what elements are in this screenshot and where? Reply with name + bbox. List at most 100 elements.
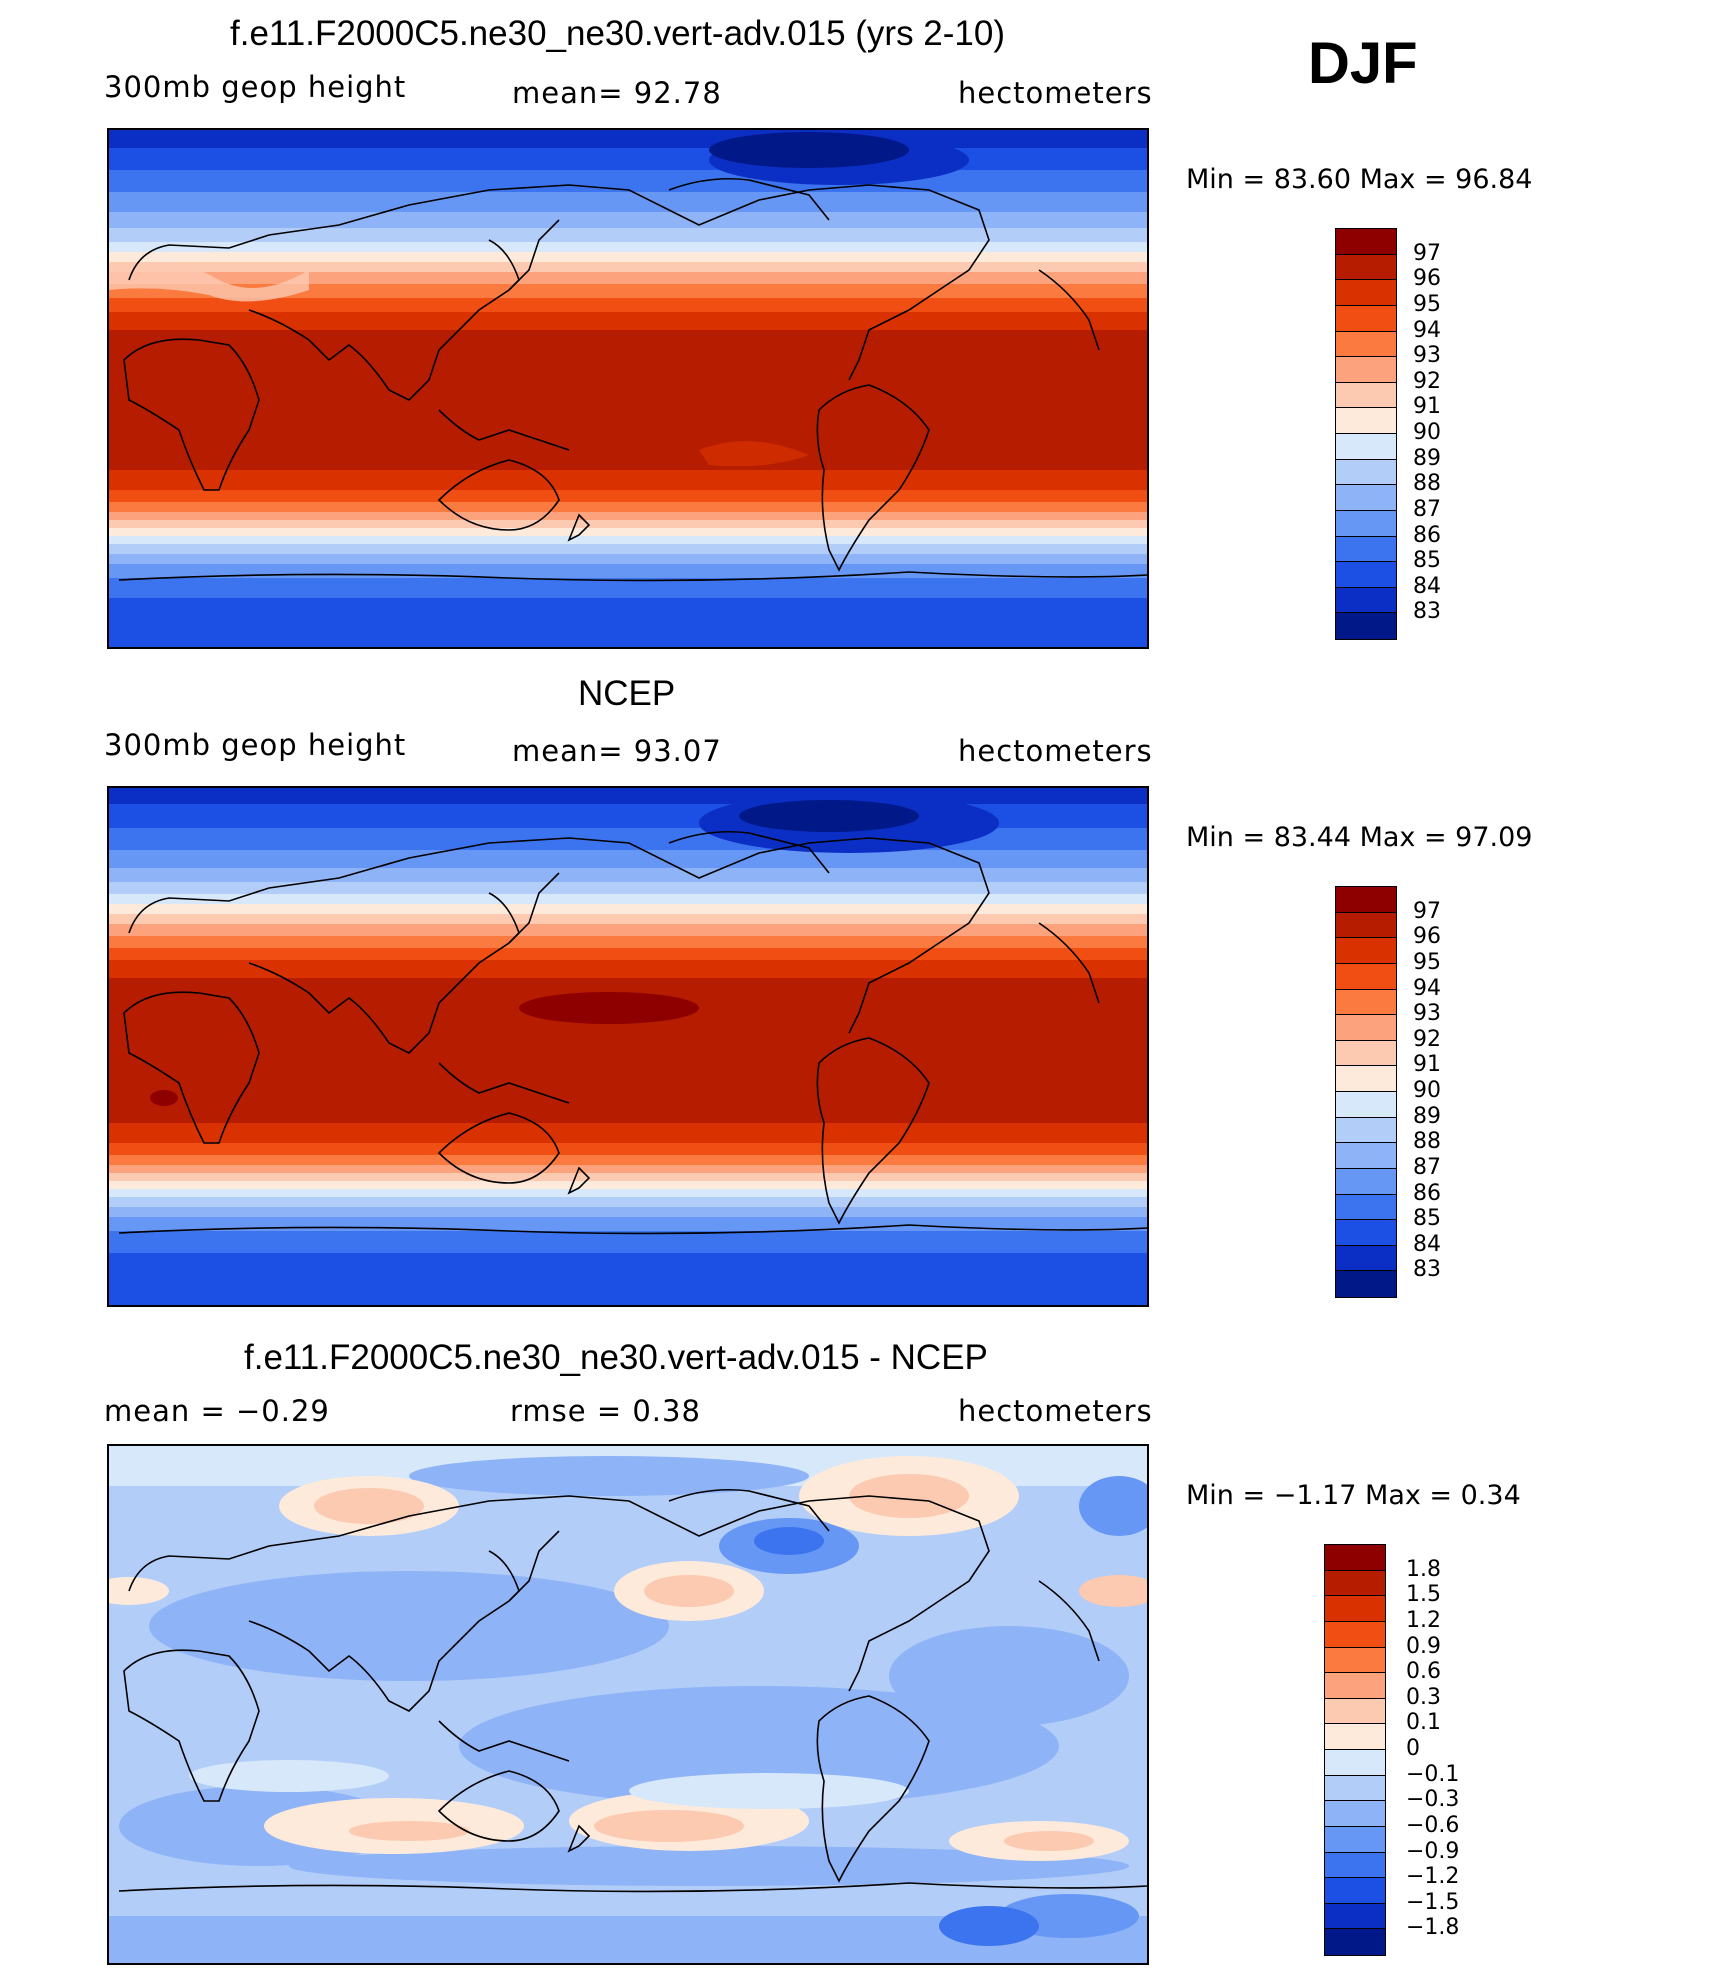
colorbar-swatch xyxy=(1325,1596,1385,1622)
ncep-colorbar xyxy=(1335,886,1397,1298)
colorbar-swatch xyxy=(1325,1852,1385,1879)
colorbar-tick-label: 87 xyxy=(1413,496,1441,522)
colorbar-tick-label: 86 xyxy=(1413,1180,1441,1206)
colorbar-swatch xyxy=(1325,1903,1385,1930)
colorbar-swatch xyxy=(1336,1271,1396,1297)
difference-colorbar-ticks: 1.8 1.5 1.2 0.9 0.6 0.3 0.1 0 −0.1 −0.3 −0.6 −0.9 −1… xyxy=(1406,1544,1496,1956)
colorbar-tick-label: −1.8 xyxy=(1406,1915,1460,1941)
colorbar-tick-label: 95 xyxy=(1413,949,1441,975)
colorbar-tick-label: 93 xyxy=(1413,343,1441,369)
difference-min-max: Min = −1.17 Max = 0.34 xyxy=(1186,1480,1521,1511)
colorbar-swatch xyxy=(1336,536,1396,563)
colorbar-swatch xyxy=(1336,434,1396,460)
colorbar-tick-label: 0.9 xyxy=(1406,1633,1441,1659)
colorbar-swatch xyxy=(1325,1698,1385,1725)
colorbar-tick-label: 91 xyxy=(1413,394,1441,420)
colorbar-swatch xyxy=(1336,1015,1396,1041)
model-colorbar xyxy=(1335,228,1397,640)
colorbar-tick-label: 91 xyxy=(1413,1052,1441,1078)
colorbar-tick-label: −1.5 xyxy=(1406,1889,1460,1915)
colorbar-swatch xyxy=(1336,331,1396,358)
colorbar-swatch xyxy=(1325,1929,1385,1955)
difference-units-label: hectometers xyxy=(958,1394,1153,1428)
colorbar-swatch xyxy=(1336,613,1396,639)
colorbar-swatch xyxy=(1336,1245,1396,1272)
colorbar-swatch xyxy=(1336,912,1396,939)
colorbar-swatch xyxy=(1336,510,1396,537)
difference-mean-label: mean = −0.29 xyxy=(104,1394,330,1428)
colorbar-swatch xyxy=(1325,1826,1385,1853)
colorbar-tick-label: 93 xyxy=(1413,1001,1441,1027)
colorbar-swatch xyxy=(1336,1220,1396,1246)
ncep-map-plot xyxy=(109,788,1147,1305)
season-label: DJF xyxy=(1308,31,1418,96)
colorbar-swatch xyxy=(1336,1092,1396,1118)
colorbar-swatch xyxy=(1336,459,1396,486)
ncep-min-max: Min = 83.44 Max = 97.09 xyxy=(1186,822,1533,853)
colorbar-tick-label: −0.6 xyxy=(1406,1812,1460,1838)
colorbar-tick-label: 1.8 xyxy=(1406,1556,1441,1582)
difference-panel-title: f.e11.F2000C5.ne30_ne30.vert-adv.015 - N… xyxy=(244,1338,988,1377)
ncep-mean-label: mean= 93.07 xyxy=(512,734,722,768)
colorbar-swatch xyxy=(1336,1168,1396,1195)
colorbar-tick-label: 1.2 xyxy=(1406,1607,1441,1633)
colorbar-swatch xyxy=(1336,485,1396,511)
colorbar-swatch xyxy=(1336,989,1396,1016)
colorbar-tick-label: −0.9 xyxy=(1406,1838,1460,1864)
colorbar-tick-label: 84 xyxy=(1413,1231,1441,1257)
colorbar-tick-label: 96 xyxy=(1413,266,1441,292)
colorbar-tick-label: 89 xyxy=(1413,1103,1441,1129)
ncep-variable-label: 300mb geop height xyxy=(104,728,407,762)
colorbar-swatch xyxy=(1336,408,1396,434)
colorbar-swatch xyxy=(1336,1194,1396,1221)
colorbar-swatch xyxy=(1336,382,1396,409)
ncep-colorbar-ticks: 97 96 95 94 93 92 91 90 89 88 87 86 85 84 83 xyxy=(1413,886,1493,1298)
model-units-label: hectometers xyxy=(958,76,1153,110)
colorbar-tick-label: 97 xyxy=(1413,898,1441,924)
colorbar-tick-label: 86 xyxy=(1413,522,1441,548)
model-variable-label: 300mb geop height xyxy=(104,70,407,104)
colorbar-tick-label: 83 xyxy=(1413,1257,1441,1283)
colorbar-tick-label: 95 xyxy=(1413,291,1441,317)
colorbar-swatch xyxy=(1336,305,1396,332)
colorbar-tick-label: 94 xyxy=(1413,317,1441,343)
colorbar-swatch xyxy=(1336,254,1396,281)
colorbar-tick-label: 83 xyxy=(1413,599,1441,625)
colorbar-swatch xyxy=(1336,1040,1396,1067)
colorbar-swatch xyxy=(1336,357,1396,383)
colorbar-tick-label: 0 xyxy=(1406,1736,1420,1761)
ncep-map xyxy=(107,786,1149,1307)
colorbar-tick-label: −0.1 xyxy=(1406,1761,1460,1787)
colorbar-swatch xyxy=(1336,280,1396,306)
colorbar-swatch xyxy=(1336,1117,1396,1144)
colorbar-tick-label: 1.5 xyxy=(1406,1582,1441,1608)
colorbar-swatch xyxy=(1336,1143,1396,1169)
difference-rmse-label: rmse = 0.38 xyxy=(510,1394,701,1428)
model-panel-title: f.e11.F2000C5.ne30_ne30.vert-adv.015 (yr… xyxy=(230,14,1006,53)
colorbar-swatch xyxy=(1336,562,1396,588)
colorbar-tick-label: 88 xyxy=(1413,471,1441,497)
colorbar-tick-label: −1.2 xyxy=(1406,1864,1460,1890)
model-map xyxy=(107,128,1149,649)
colorbar-tick-label: 0.1 xyxy=(1406,1710,1441,1736)
colorbar-tick-label: 85 xyxy=(1413,548,1441,574)
colorbar-tick-label: 97 xyxy=(1413,240,1441,266)
colorbar-swatch xyxy=(1325,1673,1385,1699)
colorbar-tick-label: 85 xyxy=(1413,1206,1441,1232)
colorbar-swatch xyxy=(1325,1775,1385,1802)
colorbar-tick-label: 90 xyxy=(1413,1078,1441,1103)
colorbar-tick-label: −0.3 xyxy=(1406,1787,1460,1813)
colorbar-swatch xyxy=(1325,1545,1385,1571)
model-colorbar-ticks: 97 96 95 94 93 92 91 90 89 88 87 86 85 84 83 xyxy=(1413,228,1493,640)
colorbar-swatch xyxy=(1336,938,1396,964)
ncep-panel-title: NCEP xyxy=(578,674,676,713)
colorbar-tick-label: 92 xyxy=(1413,1026,1441,1052)
colorbar-tick-label: 96 xyxy=(1413,924,1441,950)
colorbar-swatch xyxy=(1336,587,1396,614)
colorbar-tick-label: 87 xyxy=(1413,1154,1441,1180)
colorbar-tick-label: 84 xyxy=(1413,573,1441,599)
colorbar-tick-label: 0.3 xyxy=(1406,1684,1441,1710)
colorbar-swatch xyxy=(1325,1801,1385,1827)
colorbar-tick-label: 0.6 xyxy=(1406,1659,1441,1685)
colorbar-swatch xyxy=(1336,887,1396,913)
